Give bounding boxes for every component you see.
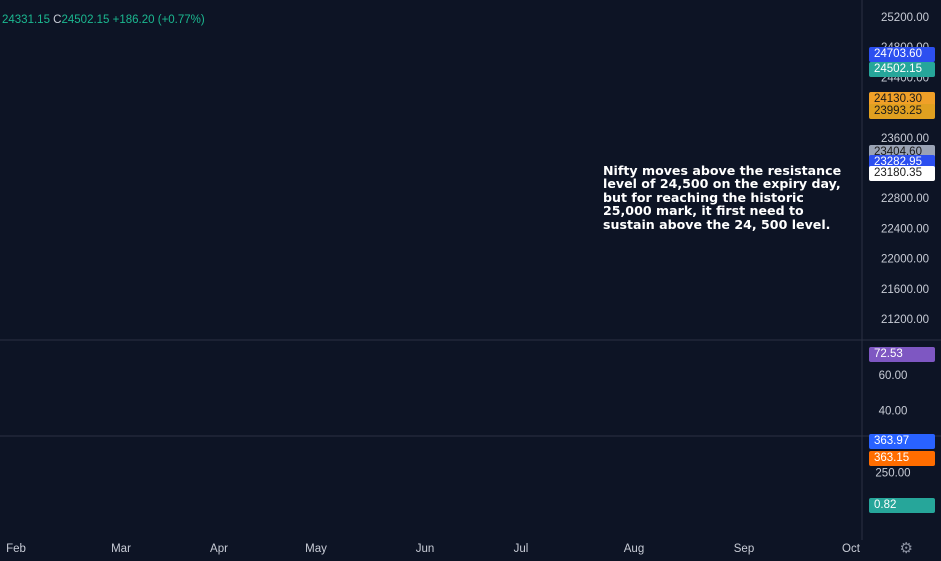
ma-white-tag: 23180.35 xyxy=(869,165,935,181)
change-value: +186.20 (+0.77%) xyxy=(112,14,205,26)
y-tick-label: 22000.00 xyxy=(881,254,929,266)
x-tick-label: Apr xyxy=(210,543,228,555)
histogram-tag: 0.82 xyxy=(869,497,935,513)
signal-tag: 363.15 xyxy=(869,450,935,466)
ema-slow-tag: 23993.25 xyxy=(869,103,935,119)
ema-fast-tag: 24130.30 xyxy=(869,92,935,108)
x-tick-label: Mar xyxy=(111,543,131,555)
last-price-tag: 24502.15 xyxy=(869,62,935,78)
ohlc-legend: 24331.15 C24502.15 +186.20 (+0.77%) xyxy=(2,14,205,26)
rsi-tick-label: 40.00 xyxy=(879,405,908,417)
x-tick-label: Sep xyxy=(734,543,754,555)
annotation-text: Nifty moves above the resistance level o… xyxy=(603,163,842,232)
settings-icon[interactable]: ⚙ xyxy=(899,540,913,557)
x-tick-label: Jun xyxy=(416,543,435,555)
macd-tick-label: 250.00 xyxy=(875,467,910,479)
y-tick-label: 25200.00 xyxy=(881,12,929,24)
close-value: 24502.15 xyxy=(61,14,110,26)
x-tick-label: May xyxy=(305,543,327,555)
close-label: C xyxy=(53,14,62,26)
y-tick-label: 23600.00 xyxy=(881,133,929,145)
y-tick-label: 21600.00 xyxy=(881,284,929,296)
rsi-tag: 72.53 xyxy=(869,346,935,362)
x-tick-label: Feb xyxy=(6,543,26,555)
x-tick-label: Oct xyxy=(842,543,861,555)
bollinger-upper-tag: 24703.60 xyxy=(869,46,935,62)
rsi-tick-label: 60.00 xyxy=(879,370,908,382)
x-tick-label: Jul xyxy=(514,543,529,555)
ohlc-low-value: 24331.15 xyxy=(2,14,50,26)
macd-tag: 363.97 xyxy=(869,433,935,449)
y-tick-label: 22800.00 xyxy=(881,193,929,205)
x-tick-label: Aug xyxy=(624,543,644,555)
y-tick-label: 22400.00 xyxy=(881,223,929,235)
y-tick-label: 21200.00 xyxy=(881,314,929,326)
